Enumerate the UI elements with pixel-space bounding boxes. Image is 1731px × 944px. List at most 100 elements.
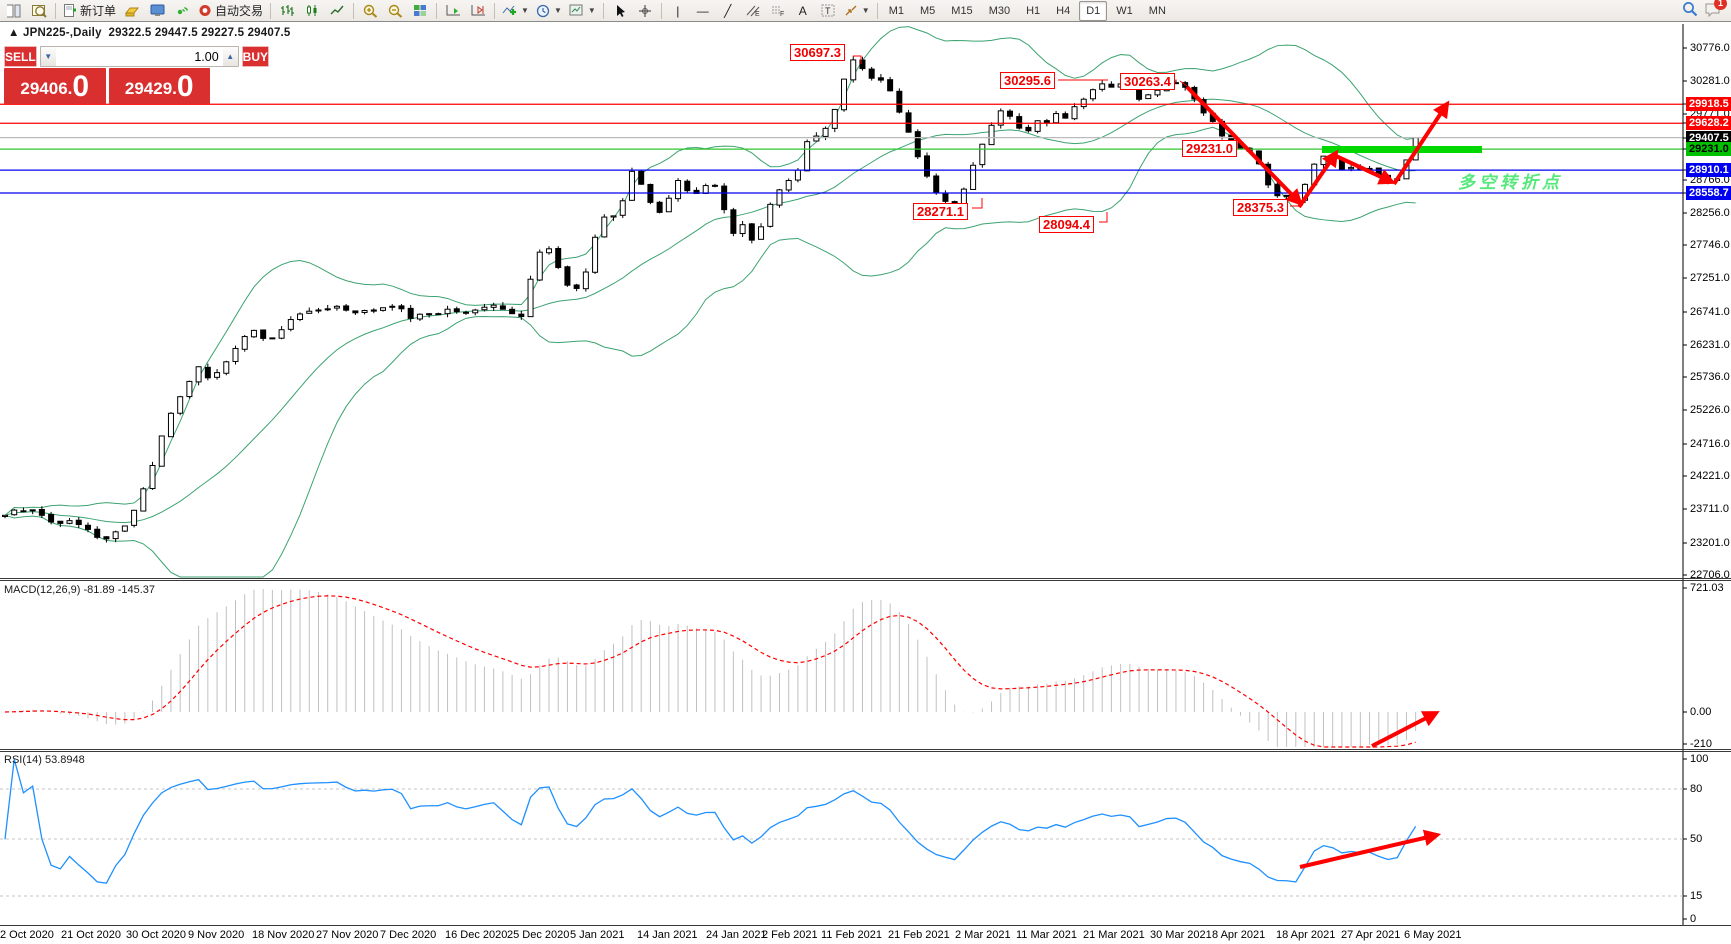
price-axis-badge[interactable]: 28910.1 [1686,163,1731,177]
price-annotation-box[interactable]: 30263.4 [1120,73,1175,90]
sell-price-pip: 0 [72,70,90,103]
price-annotation-box[interactable]: 28271.1 [913,203,968,220]
price-annotation-box[interactable]: 28375.3 [1233,199,1288,216]
toolbar-separator [353,2,355,19]
periods-clock-icon[interactable]: ▼ [533,1,565,21]
text-tool-icon[interactable]: A [798,3,807,18]
price-axis-tick: 22706.0 [1690,569,1730,581]
trendline-tool-icon[interactable]: ╱ [724,3,732,18]
price-axis-tick: 25226.0 [1690,404,1730,416]
auto-trading-button[interactable]: 自动交易 [195,1,266,21]
buy-price-main: 29429 [124,79,173,98]
rsi-axis-tick: 50 [1690,833,1703,845]
price-axis-badge[interactable]: 28558.7 [1686,186,1731,200]
timeframe-m1[interactable]: M1 [888,4,904,17]
price-axis-badge[interactable]: 29231.0 [1686,142,1731,156]
price-axis-tick: 27746.0 [1690,239,1730,251]
price-axis-tick: 23711.0 [1690,503,1729,515]
price-axis-badge[interactable]: 29918.5 [1686,97,1731,111]
price-axis-tick: 28256.0 [1690,207,1730,219]
channel-tool-icon[interactable]: E [741,1,765,21]
date-axis-label: 24 Jan 2021 [706,929,767,941]
search-icon[interactable] [1682,1,1698,20]
trend-arrow[interactable] [1392,100,1450,186]
timeframe-h1[interactable]: H1 [1026,4,1041,17]
market-watch-icon[interactable] [2,1,26,21]
dropdown-arrow-icon: ▼ [861,6,870,15]
volume-input[interactable] [55,47,223,66]
fibonacci-tool-icon[interactable]: F [766,1,790,21]
timeframe-w1[interactable]: W1 [1116,4,1133,17]
trend-arrow[interactable] [1185,85,1303,207]
price-axis-tick: 24221.0 [1690,470,1730,482]
price-annotation-box[interactable]: 29231.0 [1182,140,1237,157]
macd-axis-tick: 0.00 [1690,706,1712,718]
candle-chart-mode-icon[interactable] [300,1,324,21]
collapse-marker-icon[interactable]: ▲ [8,27,20,39]
chart-shift-icon[interactable] [466,1,490,21]
timeframe-m30[interactable]: M30 [988,4,1011,17]
zoom-out-icon[interactable] [383,1,407,21]
date-axis-label: 27 Nov 2020 [316,929,379,941]
volume-increase-button[interactable]: ▲ [222,47,238,66]
buy-button[interactable]: BUY [241,46,270,67]
date-axis-label: 2 Mar 2021 [955,929,1011,941]
trend-arrow[interactable] [1335,154,1396,185]
price-annotation-box[interactable]: 30295.6 [1000,72,1055,89]
volume-decrease-button[interactable]: ▼ [40,47,56,66]
price-axis-badge[interactable]: 29407.5 [1686,131,1731,145]
tile-windows-icon[interactable] [408,1,432,21]
history-center-icon[interactable] [120,1,144,21]
toolbar-separator [55,2,56,19]
zoom-in-icon[interactable] [358,1,382,21]
toolbar-separator [270,2,272,19]
notifications-button[interactable]: 1 [1704,0,1727,20]
trend-arrow[interactable] [1371,711,1440,748]
horizontal-line-tool-icon[interactable]: — [696,3,709,18]
toolbar-separator [660,2,662,19]
bar-chart-mode-icon[interactable] [275,1,299,21]
line-chart-mode-icon[interactable] [325,1,349,21]
toolbar-right-group: 1 [1682,0,1731,20]
date-axis-label: 6 May 2021 [1404,929,1462,941]
bull-bear-turning-point-note[interactable]: 多空转折点 [1458,173,1563,192]
new-order-button[interactable]: 新订单 [60,1,119,21]
buy-price-display[interactable]: 29429. 0 [108,68,210,104]
price-axis-badge[interactable]: 29628.2 [1686,116,1731,130]
user-drawings[interactable] [853,55,1482,869]
chart-preview-icon[interactable] [27,1,51,21]
terminal-icon[interactable] [145,1,169,21]
cursor-tool-icon[interactable] [608,1,632,21]
buy-price-dot: . [172,79,177,98]
text-label-tool-icon[interactable]: T [816,1,840,21]
rsi-axis-tick: 80 [1690,783,1703,795]
timeframe-h4[interactable]: H4 [1056,4,1071,17]
price-annotation-box[interactable]: 28094.4 [1039,216,1094,233]
price-axis-tick: 28766.0 [1690,174,1730,186]
bollinger-bands [4,26,1416,578]
toolbar-separator [494,2,496,19]
auto-scroll-icon[interactable] [441,1,465,21]
toolbar-separator [876,2,878,19]
trend-arrow[interactable] [1299,829,1442,869]
date-axis-label: 30 Oct 2020 [126,929,186,941]
timeframe-m15[interactable]: M15 [951,4,973,17]
vertical-line-tool-icon[interactable]: | [676,3,680,18]
trend-arrow[interactable] [1297,149,1339,209]
sell-price-display[interactable]: 29406. 0 [4,68,106,104]
one-click-trade-panel: SELL ▼ ▲ BUY 29406.0 29429.0 [4,46,270,104]
signal-icon[interactable] [170,1,194,21]
svg-text:F: F [780,11,784,17]
arrows-tool-icon[interactable]: ▼ [841,1,873,21]
price-annotation-box[interactable]: 30697.3 [790,44,845,61]
sell-button[interactable]: SELL [4,46,37,67]
date-axis-label: 5 Jan 2021 [570,929,625,941]
timeframe-mn[interactable]: MN [1148,4,1166,17]
indicators-icon[interactable]: ▼ [499,1,532,21]
templates-icon[interactable]: ▼ [566,1,599,21]
timeframe-d1[interactable]: D1 [1079,0,1108,21]
crosshair-tool-icon[interactable] [633,1,657,21]
timeframe-m5[interactable]: M5 [920,4,936,17]
